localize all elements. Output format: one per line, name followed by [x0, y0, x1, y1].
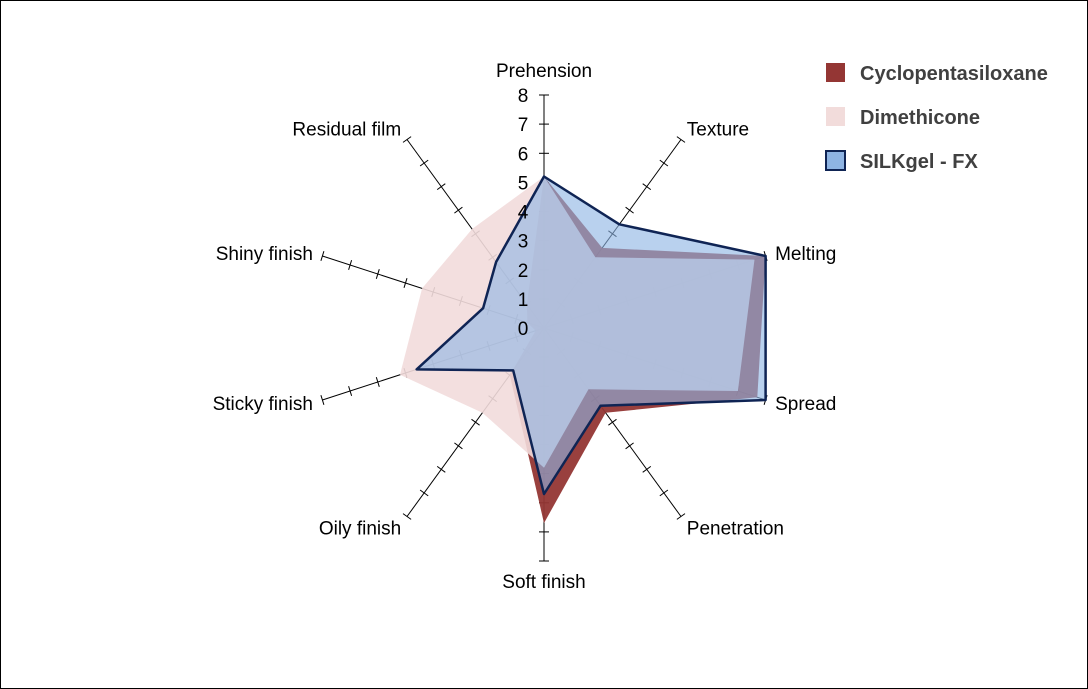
axis-tick: [402, 513, 412, 520]
legend-swatch-silkgel-fx: [825, 150, 846, 171]
legend-swatch-cyclopentasiloxane: [826, 63, 845, 82]
tick-label: 1: [518, 290, 529, 311]
axis-tick: [625, 442, 634, 450]
legend-swatch-dimethicone: [826, 107, 845, 126]
tick-labels: 0 1 2 3 4 5 6 7 8: [518, 86, 529, 340]
axis-tick: [320, 395, 325, 405]
axis-tick: [454, 206, 463, 214]
tick-label: 5: [518, 173, 529, 194]
axis-tick: [403, 278, 408, 288]
axis-tick: [348, 260, 353, 270]
axis-tick: [375, 377, 380, 387]
axis-tick: [642, 183, 652, 191]
axis-tick: [436, 465, 446, 473]
axis-labels: Prehension Texture Melting Spread Penetratio…: [213, 61, 837, 593]
axis-label-spread: Spread: [775, 394, 836, 415]
tick-label: 3: [518, 232, 529, 253]
axis-label-melting: Melting: [775, 244, 836, 265]
axis-tick: [676, 513, 686, 520]
axis-tick: [454, 442, 463, 450]
axis-label-shiny-finish: Shiny finish: [216, 244, 313, 265]
axis-label-texture: Texture: [687, 119, 749, 140]
axis-tick: [419, 489, 429, 497]
axis-tick: [659, 159, 669, 167]
legend: Cyclopentasiloxane Dimethicone SILKgel - F…: [825, 63, 1048, 173]
axis-tick: [608, 418, 617, 426]
axis-label-residual-film: Residual film: [292, 119, 401, 140]
axis-label-prehension: Prehension: [496, 61, 592, 82]
tick-label: 7: [518, 115, 529, 136]
legend-label-silkgel-fx: SILKgel - FX: [860, 151, 978, 173]
axis-tick: [676, 136, 686, 143]
axis-tick: [625, 206, 634, 214]
axis-label-oily-finish: Oily finish: [319, 519, 401, 540]
tick-label: 8: [518, 86, 529, 107]
axis-tick: [375, 269, 380, 279]
legend-label-cyclopentasiloxane: Cyclopentasiloxane: [860, 63, 1048, 85]
legend-label-dimethicone: Dimethicone: [860, 107, 980, 129]
radar-series: [400, 175, 767, 524]
axis-label-penetration: Penetration: [687, 519, 784, 540]
axis-tick: [348, 386, 353, 396]
axis-tick: [659, 489, 669, 497]
axis-tick: [402, 136, 412, 143]
axis-tick: [419, 159, 429, 167]
series-silkgel-fx: [415, 175, 767, 496]
tick-label: 6: [518, 144, 529, 165]
axis-tick: [320, 251, 325, 261]
axis-tick: [642, 465, 652, 473]
tick-label: 4: [518, 203, 529, 224]
tick-label: 2: [518, 261, 529, 282]
axis-label-soft-finish: Soft finish: [502, 572, 585, 593]
axis-label-sticky-finish: Sticky finish: [213, 394, 313, 415]
axis-tick: [471, 418, 480, 426]
tick-label: 0: [518, 319, 529, 340]
axis-tick: [436, 183, 446, 191]
